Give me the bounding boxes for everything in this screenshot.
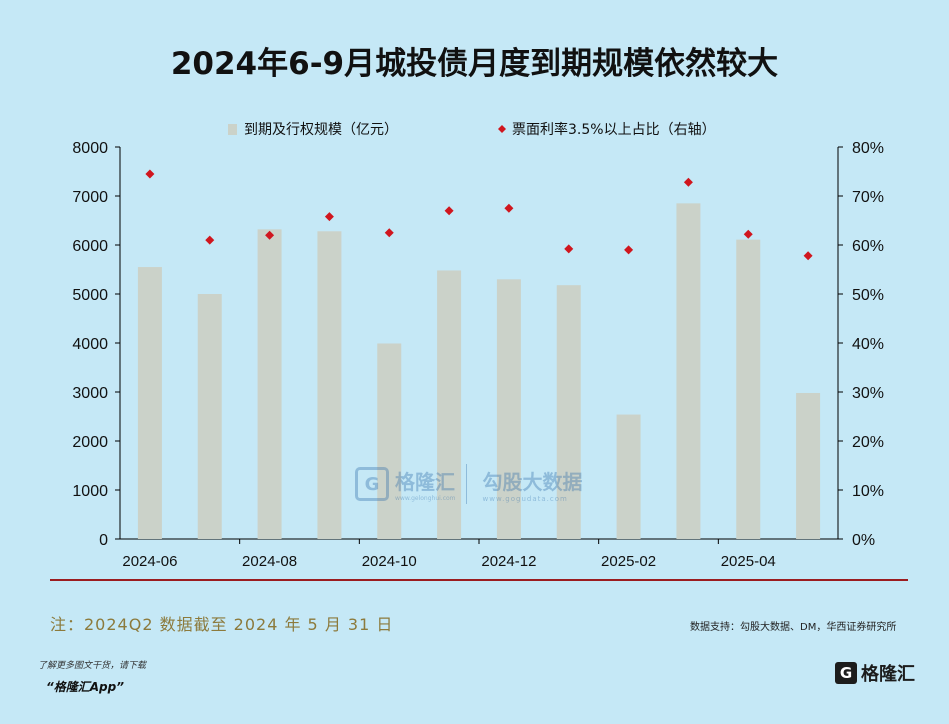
y-right-tick-label: 20% <box>852 434 884 451</box>
y-right-tick-label: 10% <box>852 483 884 500</box>
watermark-partner-text: 勾股大数据 <box>482 469 583 494</box>
watermark-brand-site: www.gelonghui.com <box>395 495 456 502</box>
bar-2024-10 <box>377 343 402 539</box>
point-2024-10 <box>384 228 394 238</box>
y-left-tick-label: 7000 <box>72 189 108 206</box>
x-tick-label: 2025-04 <box>721 553 776 570</box>
x-tick-label: 2024-10 <box>362 553 417 570</box>
gelonghui-logo-icon: G <box>355 467 389 501</box>
y-right-tick-label: 60% <box>852 238 884 255</box>
watermark-separator <box>465 464 467 504</box>
legend-bar-swatch <box>228 124 237 135</box>
y-right-tick-label: 40% <box>852 336 884 353</box>
bar-2024-06 <box>137 267 162 539</box>
point-2025-03 <box>683 177 693 187</box>
y-right-tick-label: 80% <box>852 140 884 157</box>
point-2024-07 <box>205 235 215 245</box>
y-right-tick-label: 50% <box>852 287 884 304</box>
y-left-tick-label: 4000 <box>72 336 108 353</box>
bar-2024-09 <box>317 231 342 539</box>
x-tick-label: 2024-08 <box>242 553 297 570</box>
y-left-tick-label: 2000 <box>72 434 108 451</box>
watermark-gelonghui: G 格隆汇 www.gelonghui.com 勾股大数据 www.goguda… <box>355 464 583 504</box>
y-right-tick-label: 30% <box>852 385 884 402</box>
y-left-tick-label: 0 <box>99 532 108 549</box>
y-left-tick-label: 8000 <box>72 140 108 157</box>
y-right-tick-label: 70% <box>852 189 884 206</box>
x-tick-label: 2024-06 <box>122 553 177 570</box>
point-2025-05 <box>803 251 813 261</box>
footer-download-hint: 了解更多图文干货，请下载 <box>38 661 147 671</box>
y-left-tick-label: 6000 <box>72 238 108 255</box>
x-tick-label: 2025-02 <box>601 553 656 570</box>
watermark-partner-site: www.gogudata.com <box>482 494 568 503</box>
y-left-tick-label: 3000 <box>72 385 108 402</box>
point-2024-09 <box>324 212 334 222</box>
point-2024-06 <box>145 169 155 179</box>
bar-2025-04 <box>736 239 761 540</box>
chart-note: 注：2024Q2 数据截至 2024 年 5 月 31 日 <box>50 615 394 634</box>
watermark-brand-text: 格隆汇 <box>395 470 455 494</box>
chart-title: 2024年6-9月城投债月度到期规模依然较大 <box>170 46 779 82</box>
bar-2025-03 <box>676 203 701 539</box>
point-2025-01 <box>564 244 574 254</box>
data-source: 数据支持：勾股大数据、DM，华西证券研究所 <box>690 622 897 633</box>
x-tick-label: 2024-12 <box>481 553 536 570</box>
y-left-tick-label: 5000 <box>72 287 108 304</box>
legend-bar-label: 到期及行权规模（亿元） <box>244 122 398 138</box>
bar-2024-07 <box>197 294 222 539</box>
chart: 0 1000 2000 3000 4000 5000 6000 7000 8000 0% 10% 20… <box>50 121 908 581</box>
point-2025-02 <box>624 245 634 255</box>
gelonghui-logo-icon: G <box>835 662 857 684</box>
footer-app-name[interactable]: “格隆汇App” <box>46 680 124 694</box>
bar-2025-05 <box>796 392 821 539</box>
bar-2024-12 <box>496 279 521 539</box>
y-right-tick-label: 0% <box>852 532 875 549</box>
legend-point-label: 票面利率3.5%以上占比（右轴） <box>512 121 716 138</box>
footer-logo[interactable]: G 格隆汇 <box>835 660 915 686</box>
point-2024-08 <box>265 230 275 240</box>
point-2024-12 <box>504 203 514 213</box>
point-2025-04 <box>743 229 753 239</box>
bar-2024-08 <box>257 229 282 539</box>
bar-2025-01 <box>556 285 581 539</box>
legend-point-swatch <box>498 125 506 133</box>
point-2024-11 <box>444 206 454 216</box>
footer-logo-text: 格隆汇 <box>861 664 915 685</box>
bar-2025-02 <box>616 414 641 539</box>
y-left-tick-label: 1000 <box>72 483 108 500</box>
bar-2024-11 <box>437 270 462 539</box>
